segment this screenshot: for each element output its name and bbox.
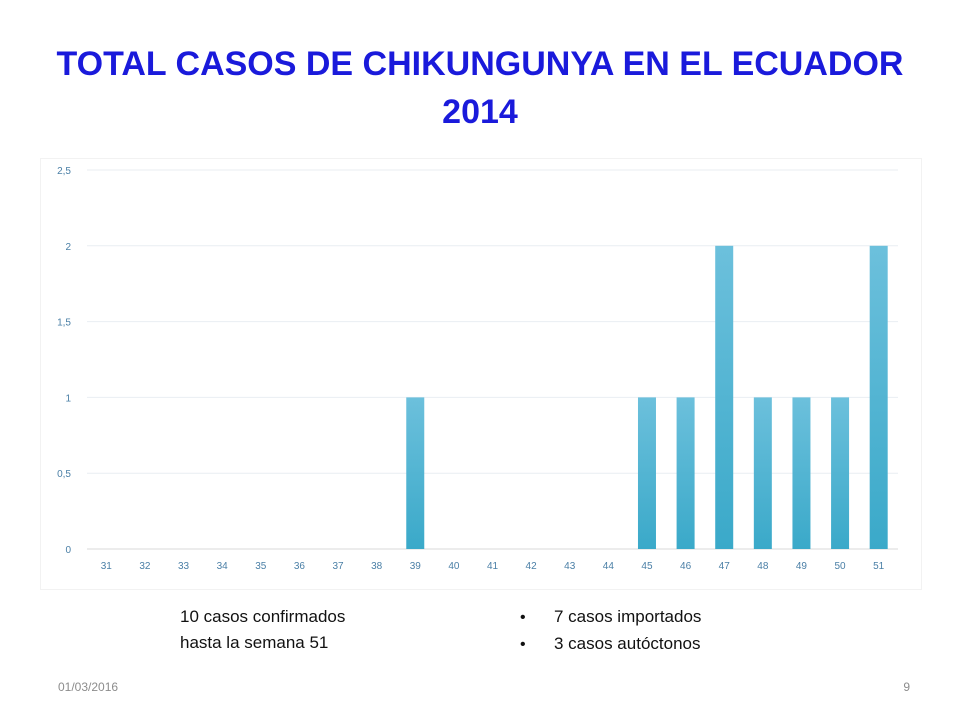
x-tick-label: 36 [294, 561, 306, 572]
x-tick-label: 47 [719, 561, 731, 572]
slide-title: TOTAL CASOS DE CHIKUNGUNYA EN EL ECUADOR… [0, 40, 960, 136]
x-tick-label: 48 [757, 561, 769, 572]
bar-week-39 [406, 397, 425, 549]
x-tick-label: 37 [332, 561, 344, 572]
bar-week-46 [676, 397, 695, 549]
x-tick-label: 31 [101, 561, 113, 572]
x-tick-label: 40 [448, 561, 460, 572]
summary-line-1: 10 casos confirmados [180, 607, 346, 626]
title-line-2: 2014 [442, 93, 518, 131]
y-tick-label: 2,5 [57, 166, 71, 177]
bullet-icon: • [520, 609, 526, 626]
page-number: 9 [903, 680, 910, 694]
bar-week-48 [753, 397, 772, 549]
y-tick-label: 0,5 [57, 469, 71, 480]
bar-week-50 [831, 397, 850, 549]
x-tick-label: 34 [217, 561, 229, 572]
summary-line-2: hasta la semana 51 [180, 633, 329, 652]
bullet-icon: • [520, 636, 526, 653]
x-tick-label: 46 [680, 561, 692, 572]
summary-text: 10 casos confirmados hasta la semana 51 [180, 604, 345, 656]
x-tick-label: 33 [178, 561, 190, 572]
x-tick-label: 43 [564, 561, 576, 572]
bullet-item: • 7 casos importados [520, 604, 701, 631]
footer-date: 01/03/2016 [58, 680, 119, 694]
x-tick-label: 35 [255, 561, 267, 572]
title-line-1: TOTAL CASOS DE CHIKUNGUNYA EN EL ECUADOR [56, 45, 904, 83]
x-tick-label: 39 [410, 561, 422, 572]
x-tick-label: 41 [487, 561, 499, 572]
x-tick-label: 49 [796, 561, 808, 572]
bar-week-47 [715, 245, 734, 550]
y-tick-label: 1 [65, 393, 71, 404]
bullet-text: 3 casos autóctonos [554, 634, 701, 653]
chart-frame [40, 158, 922, 590]
bar-week-51 [869, 245, 888, 550]
x-tick-label: 50 [835, 561, 847, 572]
x-tick-label: 44 [603, 561, 615, 572]
bullet-item: • 3 casos autóctonos [520, 631, 701, 658]
x-tick-label: 32 [139, 561, 151, 572]
x-tick-label: 51 [873, 561, 885, 572]
bar-week-49 [792, 397, 811, 549]
y-tick-label: 2 [65, 242, 71, 253]
x-tick-label: 42 [526, 561, 538, 572]
x-tick-label: 45 [641, 561, 653, 572]
bar-chart: 0 0,5 1 1,5 2 2,5 31 32 33 34 35 36 37 38 39 40 41 42 43 44… [57, 166, 898, 572]
bullet-text: 7 casos importados [554, 607, 702, 626]
bullet-list: • 7 casos importados • 3 casos autóctono… [520, 604, 701, 658]
y-tick-label: 0 [65, 545, 71, 556]
y-tick-label: 1,5 [57, 318, 71, 329]
bar-week-45 [637, 397, 656, 549]
x-tick-label: 38 [371, 561, 383, 572]
